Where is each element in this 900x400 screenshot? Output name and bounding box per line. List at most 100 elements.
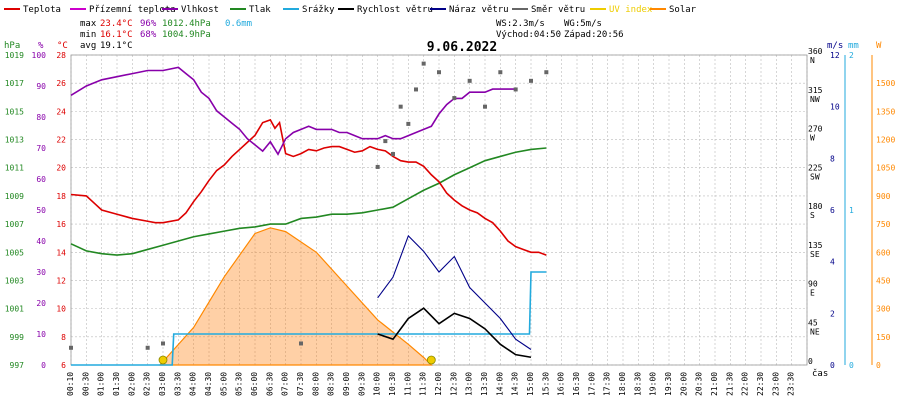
stat-sunrise: Východ:04:50 xyxy=(496,30,561,40)
dir-axis-tick-4: 180 xyxy=(808,202,823,211)
x-tick-19: 09:30 xyxy=(357,372,366,396)
dir-axis-compass-6: W xyxy=(810,134,815,143)
c-axis-tick-11: 28 xyxy=(56,51,66,60)
pct-axis-tick-0: 0 xyxy=(41,361,46,370)
hpa-axis-tick-6: 1009 xyxy=(5,192,24,201)
series-smer-vetru-point-12 xyxy=(452,96,457,101)
dir-axis-compass-1: NE xyxy=(810,327,820,336)
unit-hpa: hPa xyxy=(4,41,20,51)
series-uv-index-point-1 xyxy=(426,355,436,365)
series-smer-vetru-point-10 xyxy=(421,61,426,66)
dir-axis-compass-5: SW xyxy=(810,172,820,181)
hpa-axis-tick-2: 1001 xyxy=(5,305,24,314)
series-vlhkost-line xyxy=(70,66,516,156)
w-axis-tick-1: 150 xyxy=(876,333,891,342)
w-axis-tick-2: 300 xyxy=(876,305,891,314)
c-axis-tick-5: 16 xyxy=(56,220,66,229)
stat-avg-temp: 19.1°C xyxy=(100,41,133,51)
series-smer-vetru-point-3 xyxy=(299,341,303,346)
dir-axis-tick-5: 225 xyxy=(808,163,823,172)
x-tick-6: 03:00 xyxy=(158,372,167,396)
series-uv-index-point-0 xyxy=(158,355,168,365)
x-tick-25: 12:30 xyxy=(449,372,458,396)
series-smer-vetru-point-13 xyxy=(467,78,472,83)
hpa-axis-tick-11: 1019 xyxy=(5,51,24,60)
x-tick-39: 19:30 xyxy=(664,372,673,396)
pct-axis-tick-6: 60 xyxy=(36,175,46,184)
x-tick-26: 13:00 xyxy=(465,372,474,396)
series-smer-vetru-point-14 xyxy=(483,104,487,109)
c-axis-tick-6: 18 xyxy=(56,192,66,201)
c-axis-tick-0: 6 xyxy=(61,361,66,370)
x-tick-0: 00:10 xyxy=(66,372,75,396)
x-tick-4: 02:00 xyxy=(127,372,136,396)
series-smer-vetru-point-2 xyxy=(161,341,165,346)
legend-label-9: Solar xyxy=(669,5,697,15)
x-tick-23: 11:30 xyxy=(419,372,428,396)
dir-axis-tick-1: 45 xyxy=(808,318,818,327)
x-tick-24: 12:00 xyxy=(434,372,443,396)
pct-axis-tick-10: 100 xyxy=(32,51,47,60)
series-solar-area xyxy=(158,227,433,366)
dir-axis-tick-2: 90 xyxy=(808,280,818,289)
series-smer-vetru-point-11 xyxy=(437,70,441,75)
series-smer-vetru-point-4 xyxy=(375,164,380,169)
unit-c: °C xyxy=(57,41,68,51)
w-axis-tick-0: 0 xyxy=(876,361,881,370)
x-tick-46: 23:00 xyxy=(771,372,780,396)
c-axis-tick-10: 26 xyxy=(56,79,66,88)
series-teplota-line xyxy=(70,118,547,256)
x-tick-3: 01:30 xyxy=(112,372,121,396)
unit-w: W xyxy=(876,41,882,51)
x-tick-10: 05:00 xyxy=(219,372,228,396)
plot-frame xyxy=(70,54,808,366)
stat-max-rain: 0.6mm xyxy=(225,19,252,29)
stat-max-press: 1012.4hPa xyxy=(162,19,211,29)
x-tick-15: 07:30 xyxy=(296,372,305,396)
legend-label-5: Rychlost větru xyxy=(357,5,433,15)
series-smer-vetru-point-7 xyxy=(398,104,403,109)
unit-labels: hPa % °C m/s mm W xyxy=(4,41,882,51)
x-tick-29: 14:30 xyxy=(511,372,520,396)
series-smer-vetru-point-5 xyxy=(383,139,388,144)
pct-axis-tick-2: 20 xyxy=(36,299,46,308)
legend-label-4: Srážky xyxy=(302,5,335,15)
dir-axis-compass-7: NW xyxy=(810,95,820,104)
x-tick-12: 06:00 xyxy=(250,372,259,396)
x-tick-43: 21:30 xyxy=(725,372,734,396)
series-smer-vetru-point-9 xyxy=(414,87,418,92)
ms-axis-tick-5: 10 xyxy=(830,103,840,112)
w-axis-tick-7: 1050 xyxy=(876,164,895,173)
pct-axis-tick-4: 40 xyxy=(36,237,46,246)
series-smer-vetru-point-18 xyxy=(544,70,549,75)
unit-mm: mm xyxy=(848,41,859,51)
x-tick-11: 05:30 xyxy=(235,372,244,396)
legend-label-2: Vlhkost xyxy=(181,5,219,15)
x-axis-label: čas xyxy=(812,368,828,379)
legend-label-3: Tlak xyxy=(249,5,271,15)
w-axis-tick-5: 750 xyxy=(876,220,891,229)
ms-axis-tick-1: 2 xyxy=(830,309,835,318)
x-tick-16: 08:00 xyxy=(311,372,320,396)
dir-axis-tick-8: 360 xyxy=(808,47,823,56)
w-axis-tick-9: 1350 xyxy=(876,107,895,116)
stat-min-label: min xyxy=(80,30,96,40)
hpa-axis-tick-9: 1015 xyxy=(5,107,24,116)
dir-axis-tick-3: 135 xyxy=(808,241,823,250)
hpa-axis-tick-1: 999 xyxy=(10,333,25,342)
x-tick-20: 10:00 xyxy=(373,372,382,396)
series-smer-vetru-point-6 xyxy=(391,152,395,157)
dir-axis-compass-2: E xyxy=(810,289,815,298)
stat-max-hum: 96% xyxy=(140,19,157,29)
pct-axis-tick-5: 50 xyxy=(36,206,46,215)
dir-axis-tick-6: 270 xyxy=(808,125,823,134)
pct-axis-tick-8: 80 xyxy=(36,113,46,122)
x-tick-13: 06:30 xyxy=(265,372,274,396)
c-axis-tick-4: 14 xyxy=(56,248,66,257)
w-axis-tick-10: 1500 xyxy=(876,79,895,88)
stats-block: max 23.4°C 96% 1012.4hPa 0.6mm min 16.1°… xyxy=(80,19,624,51)
legend-label-0: Teplota xyxy=(23,5,61,15)
stat-min-press: 1004.9hPa xyxy=(162,30,211,40)
hpa-axis-tick-0: 997 xyxy=(10,361,25,370)
